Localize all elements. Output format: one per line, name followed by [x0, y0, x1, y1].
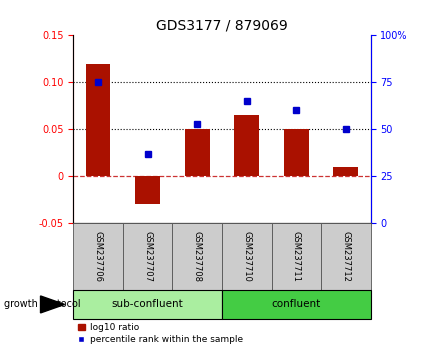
Bar [221, 290, 370, 319]
Text: GSM237711: GSM237711 [291, 231, 300, 282]
Bar [283, 129, 308, 176]
Bar [123, 223, 172, 290]
Text: confluent: confluent [271, 299, 320, 309]
Bar [73, 290, 221, 319]
Bar [271, 223, 320, 290]
Bar [172, 223, 221, 290]
Title: GDS3177 / 879069: GDS3177 / 879069 [156, 19, 287, 33]
Text: GSM237706: GSM237706 [93, 231, 102, 282]
Text: GSM237708: GSM237708 [192, 231, 201, 282]
Legend: log10 ratio, percentile rank within the sample: log10 ratio, percentile rank within the … [77, 323, 242, 344]
Bar [221, 223, 271, 290]
Bar [234, 115, 258, 176]
Bar [73, 223, 123, 290]
Polygon shape [40, 296, 64, 313]
Bar [333, 167, 357, 176]
Text: GSM237710: GSM237710 [242, 231, 251, 282]
Text: GSM237712: GSM237712 [341, 231, 350, 282]
Bar [184, 129, 209, 176]
Text: GSM237707: GSM237707 [143, 231, 152, 282]
Bar [320, 223, 370, 290]
Text: sub-confluent: sub-confluent [111, 299, 183, 309]
Bar [135, 176, 160, 204]
Bar [86, 64, 110, 176]
Text: growth protocol: growth protocol [4, 299, 81, 309]
